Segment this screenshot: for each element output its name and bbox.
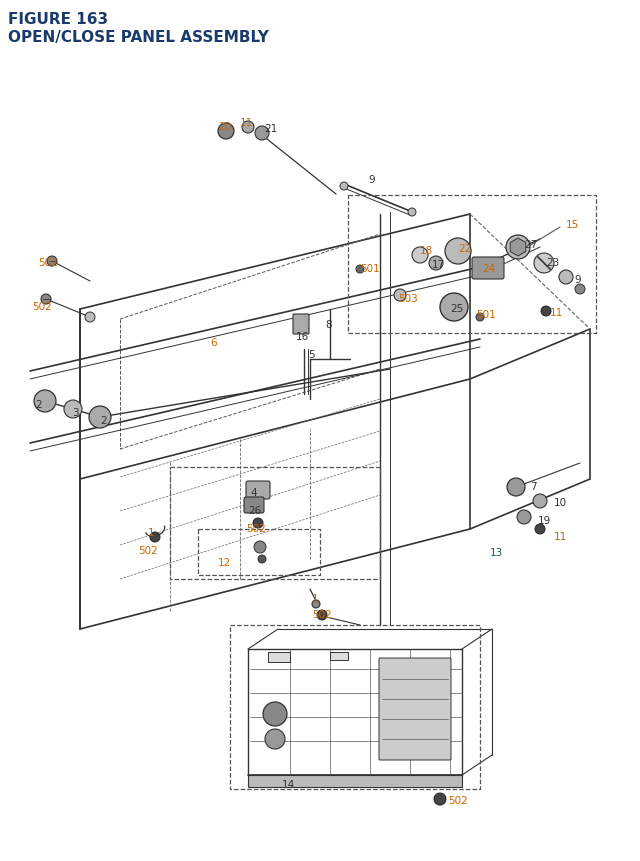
- FancyBboxPatch shape: [246, 481, 270, 499]
- Text: 11: 11: [550, 307, 563, 318]
- Text: 12: 12: [218, 557, 231, 567]
- Text: 24: 24: [482, 263, 495, 274]
- Circle shape: [47, 257, 57, 267]
- Circle shape: [85, 313, 95, 323]
- Circle shape: [317, 610, 327, 620]
- FancyBboxPatch shape: [379, 659, 451, 760]
- Circle shape: [394, 289, 406, 301]
- Text: 9: 9: [574, 275, 580, 285]
- Circle shape: [218, 124, 234, 139]
- Circle shape: [412, 248, 428, 263]
- Text: 1: 1: [312, 593, 319, 604]
- Text: 23: 23: [546, 257, 559, 268]
- FancyBboxPatch shape: [268, 653, 290, 662]
- Circle shape: [533, 494, 547, 508]
- Text: 11: 11: [240, 118, 253, 127]
- Text: 18: 18: [420, 245, 433, 256]
- Circle shape: [559, 270, 573, 285]
- Text: 502: 502: [32, 301, 52, 312]
- Text: 14: 14: [282, 779, 295, 789]
- Circle shape: [507, 479, 525, 497]
- Text: 11: 11: [554, 531, 567, 542]
- Circle shape: [434, 793, 446, 805]
- FancyBboxPatch shape: [248, 775, 462, 787]
- Text: OPEN/CLOSE PANEL ASSEMBLY: OPEN/CLOSE PANEL ASSEMBLY: [8, 30, 269, 45]
- Circle shape: [64, 400, 82, 418]
- Text: 3: 3: [72, 407, 79, 418]
- Text: 21: 21: [264, 124, 277, 133]
- Text: 22: 22: [458, 244, 471, 254]
- Circle shape: [506, 236, 530, 260]
- Circle shape: [575, 285, 585, 294]
- Circle shape: [258, 555, 266, 563]
- Circle shape: [534, 254, 554, 274]
- Text: 9: 9: [368, 175, 374, 185]
- Text: 1: 1: [148, 528, 155, 537]
- Circle shape: [263, 703, 287, 726]
- FancyBboxPatch shape: [472, 257, 504, 280]
- Circle shape: [440, 294, 468, 322]
- Text: 15: 15: [566, 220, 579, 230]
- Circle shape: [408, 208, 416, 217]
- Circle shape: [312, 600, 320, 608]
- Text: 26: 26: [248, 505, 261, 516]
- Text: 27: 27: [524, 239, 537, 250]
- Text: 2: 2: [100, 416, 107, 425]
- Text: 16: 16: [296, 331, 309, 342]
- Text: 502: 502: [448, 795, 468, 805]
- FancyBboxPatch shape: [293, 314, 309, 335]
- Circle shape: [517, 511, 531, 524]
- Text: 502: 502: [138, 545, 157, 555]
- Circle shape: [476, 313, 484, 322]
- Text: 2: 2: [35, 400, 42, 410]
- Circle shape: [255, 127, 269, 141]
- Text: 5: 5: [308, 350, 315, 360]
- Circle shape: [41, 294, 51, 305]
- Text: 10: 10: [554, 498, 567, 507]
- Circle shape: [242, 122, 254, 133]
- Text: 20: 20: [218, 122, 231, 132]
- FancyBboxPatch shape: [244, 498, 264, 513]
- Circle shape: [429, 257, 443, 270]
- Text: 502: 502: [312, 610, 332, 619]
- Text: 19: 19: [538, 516, 551, 525]
- Text: 7: 7: [530, 481, 536, 492]
- Circle shape: [535, 524, 545, 535]
- Text: 8: 8: [325, 319, 332, 330]
- Circle shape: [34, 391, 56, 412]
- Circle shape: [445, 238, 471, 264]
- Text: 501: 501: [476, 310, 496, 319]
- FancyBboxPatch shape: [330, 653, 348, 660]
- Text: 13: 13: [490, 548, 503, 557]
- Circle shape: [541, 307, 551, 317]
- Text: 17: 17: [432, 260, 445, 269]
- Circle shape: [253, 518, 263, 529]
- Text: 25: 25: [450, 304, 463, 313]
- Text: 4: 4: [250, 487, 257, 498]
- Text: 502: 502: [246, 523, 266, 533]
- Circle shape: [356, 266, 364, 274]
- Text: 6: 6: [210, 338, 216, 348]
- Text: 502: 502: [38, 257, 58, 268]
- Circle shape: [340, 183, 348, 191]
- Circle shape: [89, 406, 111, 429]
- Circle shape: [150, 532, 160, 542]
- Circle shape: [254, 542, 266, 554]
- Text: 501: 501: [360, 263, 380, 274]
- Text: 503: 503: [398, 294, 418, 304]
- Text: FIGURE 163: FIGURE 163: [8, 12, 108, 27]
- Circle shape: [265, 729, 285, 749]
